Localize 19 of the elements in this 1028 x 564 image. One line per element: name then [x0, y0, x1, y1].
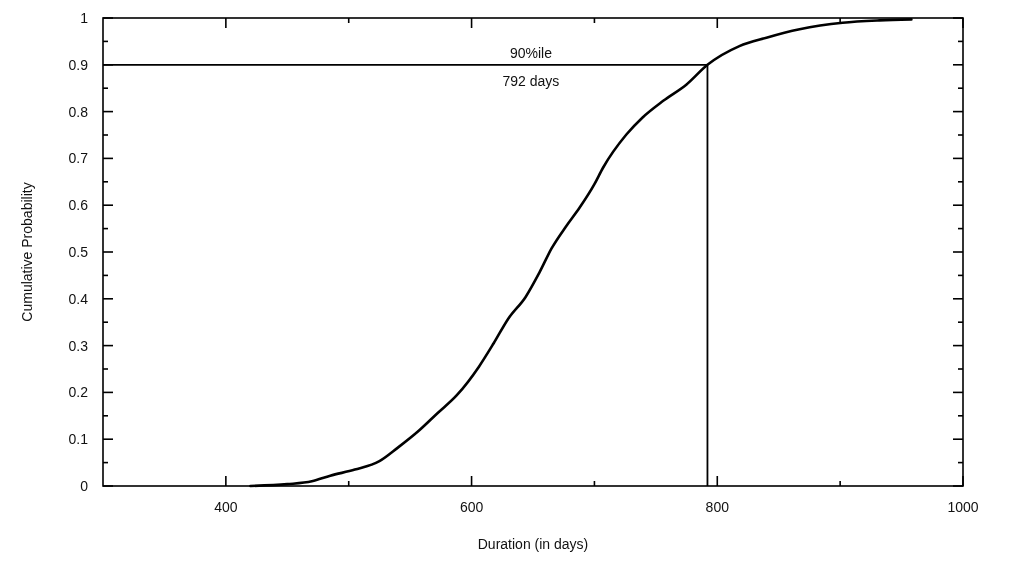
y-tick-label: 0.3: [68, 337, 89, 354]
annotation: 792 days: [502, 72, 560, 89]
y-tick-label: 0.4: [68, 290, 89, 307]
x-axis-title: Duration (in days): [477, 536, 589, 552]
y-tick-label: 0.2: [68, 384, 89, 401]
x-tick-label: 600: [459, 499, 484, 515]
y-tick-label: 0.5: [68, 244, 89, 260]
ref-line-label: 90%ile: [509, 44, 553, 61]
x-tick-label: 800: [705, 499, 730, 515]
y-tick-label: 0.7: [68, 150, 89, 167]
y-tick-label: 0.1: [68, 431, 89, 448]
y-tick-label: 0.8: [68, 103, 89, 120]
x-tick-label: 1000: [947, 499, 979, 515]
y-tick-label: 0.6: [68, 197, 89, 214]
x-tick-label: 400: [214, 499, 238, 515]
y-axis-title: Cumulative Probability: [19, 182, 35, 322]
y-tick-label: 0: [80, 478, 89, 494]
y-tick-label: 1: [80, 10, 89, 26]
y-tick-label: 0.9: [68, 56, 89, 73]
